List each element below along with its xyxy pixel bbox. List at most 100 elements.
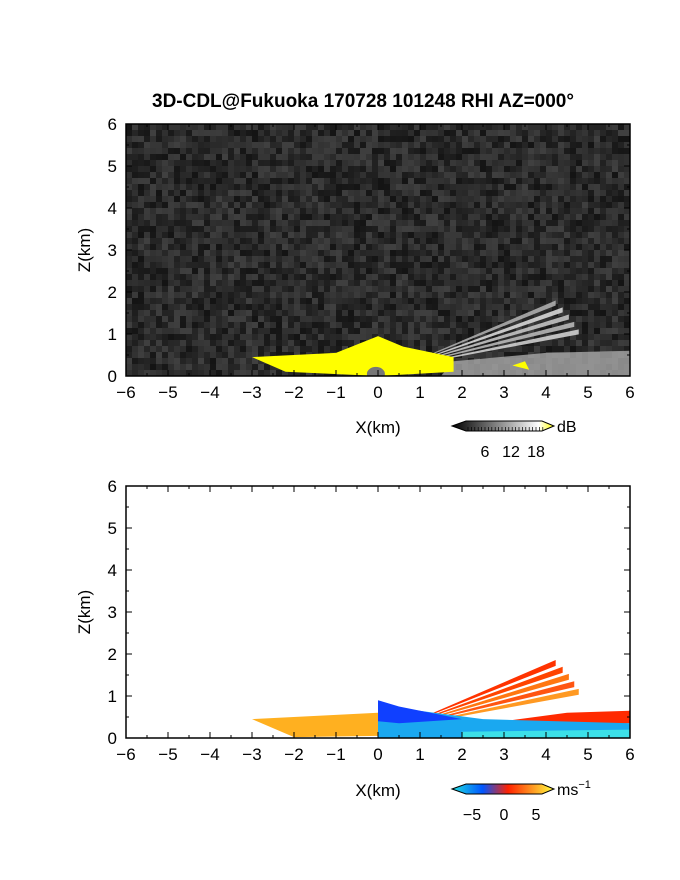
- noise-cell: [132, 274, 138, 280]
- noise-cell: [150, 364, 156, 370]
- noise-cell: [534, 166, 540, 172]
- noise-cell: [552, 256, 558, 262]
- noise-cell: [324, 346, 330, 352]
- noise-cell: [384, 256, 390, 262]
- noise-cell: [504, 130, 510, 136]
- noise-cell: [510, 280, 516, 286]
- noise-cell: [402, 340, 408, 346]
- noise-cell: [360, 238, 366, 244]
- noise-cell: [330, 130, 336, 136]
- noise-cell: [240, 196, 246, 202]
- noise-cell: [408, 334, 414, 340]
- noise-cell: [354, 280, 360, 286]
- noise-cell: [612, 196, 618, 202]
- noise-cell: [570, 220, 576, 226]
- noise-cell: [258, 178, 264, 184]
- noise-cell: [318, 166, 324, 172]
- noise-cell: [438, 202, 444, 208]
- noise-cell: [456, 196, 462, 202]
- noise-cell: [624, 190, 630, 196]
- noise-cell: [126, 292, 132, 298]
- noise-cell: [144, 226, 150, 232]
- noise-cell: [498, 286, 504, 292]
- noise-cell: [606, 268, 612, 274]
- noise-cell: [438, 214, 444, 220]
- noise-cell: [150, 280, 156, 286]
- noise-cell: [384, 160, 390, 166]
- noise-cell: [282, 280, 288, 286]
- noise-cell: [300, 286, 306, 292]
- noise-cell: [288, 316, 294, 322]
- noise-cell: [588, 310, 594, 316]
- velocity-ray: [399, 666, 563, 728]
- noise-cell: [252, 256, 258, 262]
- noise-cell: [396, 328, 402, 334]
- noise-cell: [210, 346, 216, 352]
- noise-cell: [426, 190, 432, 196]
- noise-cell: [270, 160, 276, 166]
- noise-cell: [180, 304, 186, 310]
- x-tick-label: 3: [499, 383, 508, 402]
- noise-cell: [216, 316, 222, 322]
- noise-cell: [588, 172, 594, 178]
- noise-cell: [492, 334, 498, 340]
- noise-cell: [450, 304, 456, 310]
- x-tick-label: −1: [326, 383, 345, 402]
- noise-cell: [588, 280, 594, 286]
- noise-cell: [180, 298, 186, 304]
- noise-cell: [306, 280, 312, 286]
- colorbar-velocity: ms−1 −5 0 5: [450, 779, 591, 824]
- noise-cell: [522, 148, 528, 154]
- noise-cell: [258, 184, 264, 190]
- noise-cell: [522, 346, 528, 352]
- noise-cell: [540, 238, 546, 244]
- noise-cell: [156, 124, 162, 130]
- noise-cell: [612, 166, 618, 172]
- noise-cell: [240, 220, 246, 226]
- noise-cell: [456, 310, 462, 316]
- noise-cell: [618, 178, 624, 184]
- noise-cell: [624, 166, 630, 172]
- noise-cell: [576, 334, 582, 340]
- noise-cell: [336, 226, 342, 232]
- noise-cell: [516, 346, 522, 352]
- noise-cell: [420, 202, 426, 208]
- noise-cell: [522, 250, 528, 256]
- noise-cell: [174, 352, 180, 358]
- noise-cell: [540, 244, 546, 250]
- noise-cell: [624, 124, 630, 130]
- noise-cell: [408, 142, 414, 148]
- noise-cell: [150, 274, 156, 280]
- noise-cell: [252, 220, 258, 226]
- noise-cell: [570, 226, 576, 232]
- noise-cell: [126, 160, 132, 166]
- noise-cell: [624, 232, 630, 238]
- noise-cell: [528, 256, 534, 262]
- noise-cell: [306, 148, 312, 154]
- noise-cell: [336, 220, 342, 226]
- noise-cell: [156, 208, 162, 214]
- noise-cell: [510, 166, 516, 172]
- noise-cell: [324, 226, 330, 232]
- noise-cell: [528, 166, 534, 172]
- noise-cell: [270, 202, 276, 208]
- noise-cell: [366, 232, 372, 238]
- noise-cell: [246, 304, 252, 310]
- noise-cell: [426, 208, 432, 214]
- noise-cell: [162, 352, 168, 358]
- noise-cell: [318, 160, 324, 166]
- noise-cell: [498, 136, 504, 142]
- noise-cell: [558, 232, 564, 238]
- noise-cell: [366, 190, 372, 196]
- noise-cell: [138, 142, 144, 148]
- noise-cell: [234, 130, 240, 136]
- noise-cell: [528, 334, 534, 340]
- noise-cell: [174, 346, 180, 352]
- noise-cell: [132, 172, 138, 178]
- noise-cell: [444, 352, 450, 358]
- noise-cell: [216, 184, 222, 190]
- noise-cell: [456, 292, 462, 298]
- noise-cell: [156, 202, 162, 208]
- noise-cell: [132, 136, 138, 142]
- noise-cell: [192, 160, 198, 166]
